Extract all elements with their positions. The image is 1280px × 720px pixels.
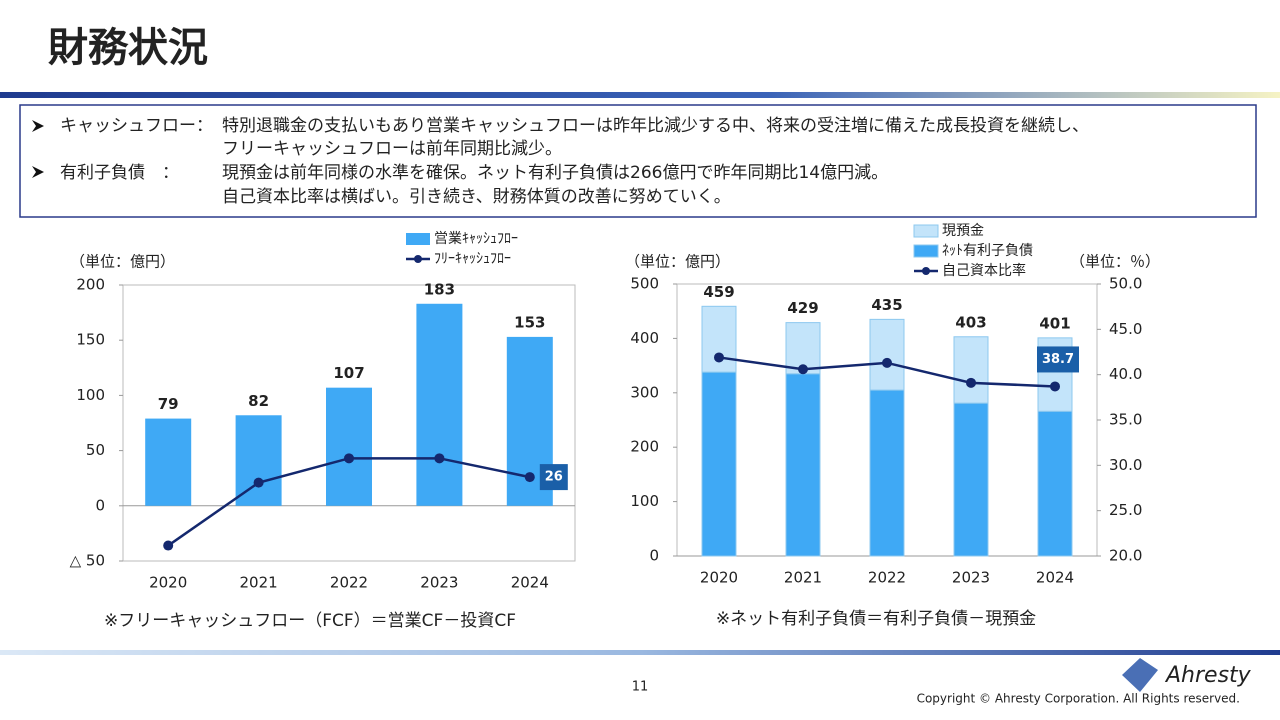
bar: [1037, 410, 1073, 557]
bar-label: 183: [424, 280, 455, 298]
bullet-label: 有利子負債 ：: [60, 163, 179, 183]
x-tick-label: 2021: [240, 574, 278, 592]
bullet-text: 特別退職金の支払いもあり営業キャッシュフローは昨年比減少する中、将来の受注増に備…: [222, 116, 1089, 136]
bar: [235, 415, 282, 506]
tick-label: 40.0: [1109, 365, 1142, 383]
line-point: [882, 357, 892, 368]
tick-label: △ 50: [70, 552, 105, 570]
bullet-text: 現預金は前年同様の水準を確保。ネット有利子負債は266億円で昨年同期比14億円減…: [222, 163, 888, 183]
bar: [145, 418, 192, 506]
bar-label: 107: [333, 364, 364, 382]
legend-label: ﾌﾘｰｷｬｯｼｭﾌﾛｰ: [434, 251, 511, 267]
bar-label: 153: [514, 313, 545, 331]
line-point: [966, 377, 976, 388]
bullet-text: フリーキャッシュフローは前年同期比減少。: [222, 139, 562, 159]
legend-dot: [414, 255, 422, 263]
line-point: [524, 472, 535, 483]
bar: [953, 402, 989, 557]
y-axis-label: （単位：億円）: [625, 253, 730, 271]
bar: [785, 373, 821, 557]
tick-label: 100: [630, 492, 659, 510]
footer-bar: [0, 650, 1280, 655]
bar: [869, 389, 905, 557]
line-point: [163, 540, 174, 551]
x-tick-label: 2024: [511, 574, 549, 592]
legend-swatch: [913, 224, 939, 238]
line-point: [798, 364, 808, 375]
tick-label: 30.0: [1109, 456, 1142, 474]
x-tick-label: 2022: [330, 574, 368, 592]
line-point: [714, 352, 724, 363]
bar: [701, 371, 737, 557]
value-label: 26: [545, 470, 563, 485]
tick-label: 0: [95, 496, 105, 514]
bullet-arrow: [32, 120, 44, 132]
y-axis-label: （単位：億円）: [70, 253, 175, 271]
bar: [869, 318, 905, 391]
header-bar: [0, 92, 1280, 98]
chart-note: ※ネット有利子負債＝有利子負債－現預金: [716, 609, 1036, 629]
tick-label: 200: [76, 276, 105, 294]
chart-note: ※フリーキャッシュフロー（FCF）＝営業CF－投資CF: [104, 611, 516, 631]
x-tick-label: 2023: [420, 574, 458, 592]
tick-label: 150: [76, 331, 105, 349]
y2-axis-label: （単位：％）: [1070, 253, 1160, 271]
total-label: 401: [1039, 314, 1070, 332]
x-tick-label: 2024: [1036, 569, 1074, 587]
legend-label: ﾈｯﾄ有利子負債: [942, 243, 1033, 259]
tick-label: 50.0: [1109, 275, 1142, 293]
total-label: 403: [955, 313, 986, 331]
tick-label: 100: [76, 386, 105, 404]
tick-label: 50: [86, 441, 105, 459]
line-point: [434, 453, 445, 464]
page-number: 11: [632, 680, 649, 695]
x-tick-label: 2020: [700, 569, 738, 587]
copyright: Copyright © Ahresty Corporation. All Rig…: [917, 692, 1240, 706]
tick-label: 35.0: [1109, 411, 1142, 429]
tick-label: 400: [630, 329, 659, 347]
tick-label: 300: [630, 383, 659, 401]
bar: [416, 303, 463, 506]
slide-title: 財務状況: [48, 25, 208, 71]
tick-label: 500: [630, 275, 659, 293]
summary-box: [19, 104, 1257, 218]
line-point: [344, 453, 354, 464]
legend-label: 自己資本比率: [942, 262, 1026, 279]
x-tick-label: 2021: [784, 569, 822, 587]
bullet-arrow: [32, 166, 44, 178]
total-label: 435: [871, 296, 902, 314]
legend-swatch: [913, 244, 939, 258]
legend-label: 現預金: [942, 223, 984, 239]
x-tick-label: 2023: [952, 569, 990, 587]
bar-label: 79: [158, 395, 179, 413]
value-label-box: [539, 464, 568, 491]
line-point: [253, 477, 264, 488]
total-label: 459: [703, 283, 734, 301]
bar: [326, 387, 372, 506]
bullet-label: キャッシュフロー：: [60, 116, 213, 136]
total-label: 429: [787, 299, 818, 317]
tick-label: 20.0: [1109, 547, 1142, 565]
logo-mark: [1122, 658, 1158, 692]
x-tick-label: 2022: [868, 569, 906, 587]
bullet-text: 自己資本比率は横ばい。引き続き、財務体質の改善に努めていく。: [222, 187, 731, 207]
line-point: [1050, 381, 1060, 392]
x-tick-label: 2020: [149, 574, 187, 592]
bar: [953, 336, 989, 404]
tick-label: 200: [630, 438, 659, 456]
tick-label: 0: [649, 547, 659, 565]
value-label-box: [1037, 346, 1079, 373]
logo-text: Ahresty: [1164, 663, 1252, 688]
legend-label: 営業ｷｬｯｼｭﾌﾛｰ: [434, 231, 518, 247]
tick-label: 25.0: [1109, 501, 1142, 519]
legend-dot: [922, 267, 930, 275]
legend-swatch: [406, 233, 430, 245]
tick-label: 45.0: [1109, 320, 1142, 338]
bar-label: 82: [248, 392, 269, 410]
value-label: 38.7: [1042, 352, 1074, 367]
